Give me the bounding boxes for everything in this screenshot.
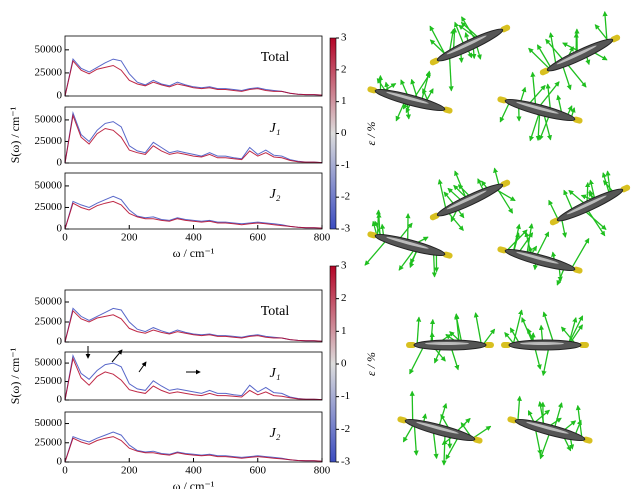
panel-label: J₁ [269, 121, 280, 136]
y-tick-label: 25000 [35, 436, 63, 448]
colorbar-tick-label: 2 [341, 63, 347, 75]
molecule [501, 310, 589, 375]
molecule-illustrations [359, 0, 639, 474]
y-tick-label: 25000 [35, 66, 63, 78]
colorbar-tick-label: -2 [341, 423, 350, 435]
y-tick-label: 50000 [35, 179, 63, 191]
x-tick-label: 0 [62, 465, 68, 477]
colorbar-tick-label: 3 [341, 32, 347, 44]
panel-label: Total [261, 50, 290, 65]
colorbar-label: ε / % [364, 352, 378, 376]
molecule [416, 152, 522, 246]
panel-label: Total [261, 304, 290, 319]
annotation-arrows [88, 346, 200, 372]
y-tick-label: 50000 [35, 43, 63, 55]
colorbar-tick-label: 3 [341, 260, 347, 272]
colorbar-label: ε / % [364, 121, 378, 145]
displacement-arrow [410, 345, 425, 374]
panel-label: J₂ [269, 187, 280, 202]
colorbar-tick-label: 1 [341, 325, 347, 337]
colorbar-tick-label: 0 [341, 127, 347, 139]
y-tick-label: 50000 [35, 296, 63, 308]
plot-frame [65, 352, 322, 400]
y-tick-label: 25000 [35, 135, 63, 147]
y-tick-label: 0 [57, 336, 63, 348]
molecule [540, 164, 639, 254]
molecule-body [514, 416, 586, 444]
series-line [65, 113, 322, 163]
y-axis-label: S(ω) / cm⁻¹ [8, 106, 22, 163]
y-tick-label: 25000 [35, 316, 63, 328]
molecule [359, 205, 460, 286]
molecule-highlight [425, 342, 469, 345]
y-tick-label: 0 [57, 90, 63, 102]
molecule [389, 390, 494, 474]
molecule-body [504, 96, 576, 124]
panel-label: J₁ [269, 366, 280, 381]
displacement-arrow [572, 236, 589, 270]
colorbar-tick-label: -3 [341, 456, 351, 468]
displacement-arrow [417, 317, 419, 345]
displacement-arrow [549, 200, 558, 220]
colorbar-tick-label: 2 [341, 292, 347, 304]
displacement-arrow [497, 186, 513, 214]
y-tick-label: 50000 [35, 357, 63, 369]
colorbar [330, 38, 336, 229]
series-line [65, 116, 322, 163]
displacement-arrow [476, 313, 482, 345]
x-tick-label: 800 [314, 232, 331, 244]
series-line [65, 61, 322, 96]
x-tick-label: 0 [62, 232, 68, 244]
colorbar [330, 266, 336, 462]
figure: 0 25000 50000 Total 0 25000 50000 J₁ S(ω) / cm⁻¹… [0, 0, 639, 489]
x-axis-label: ω / cm⁻¹ [173, 246, 215, 260]
molecule [489, 65, 591, 152]
x-tick-label: 600 [250, 232, 267, 244]
y-tick-label: 50000 [35, 417, 63, 429]
molecule-body [414, 340, 486, 350]
y-tick-label: 50000 [35, 113, 63, 125]
colorbar-tick-label: -3 [341, 223, 351, 235]
x-tick-label: 600 [250, 465, 267, 477]
molecule [416, 0, 524, 94]
molecule-body [374, 86, 446, 114]
molecule [500, 389, 601, 470]
y-tick-label: 0 [57, 394, 63, 406]
series-line [65, 356, 322, 400]
y-tick-label: 0 [57, 157, 63, 169]
molecule-highlight [520, 342, 564, 345]
colorbar-tick-label: -1 [341, 390, 350, 402]
x-tick-label: 200 [121, 232, 138, 244]
y-tick-label: 25000 [35, 375, 63, 387]
displacement-arrow [404, 391, 420, 422]
series-line [65, 432, 322, 462]
molecule [406, 313, 495, 374]
colorbar-tick-label: 0 [341, 358, 347, 370]
displacement-arrow [537, 44, 551, 70]
x-tick-label: 800 [314, 465, 331, 477]
molecule [492, 216, 591, 290]
colorbar-tick-label: -2 [341, 191, 350, 203]
colorbar-tick-label: -1 [341, 159, 350, 171]
colorbar-tick-label: 1 [341, 95, 347, 107]
x-tick-label: 200 [121, 465, 138, 477]
molecule-body [509, 340, 581, 350]
x-tick-label: 400 [185, 465, 202, 477]
panel-label: J₂ [269, 426, 280, 441]
x-axis-label: ω / cm⁻¹ [173, 479, 215, 489]
series-line [65, 196, 322, 229]
y-axis-label: S(ω) / cm⁻¹ [8, 347, 22, 404]
molecule-body [435, 180, 504, 219]
x-tick-label: 400 [185, 232, 202, 244]
molecule-body [545, 35, 614, 74]
y-tick-label: 25000 [35, 201, 63, 213]
